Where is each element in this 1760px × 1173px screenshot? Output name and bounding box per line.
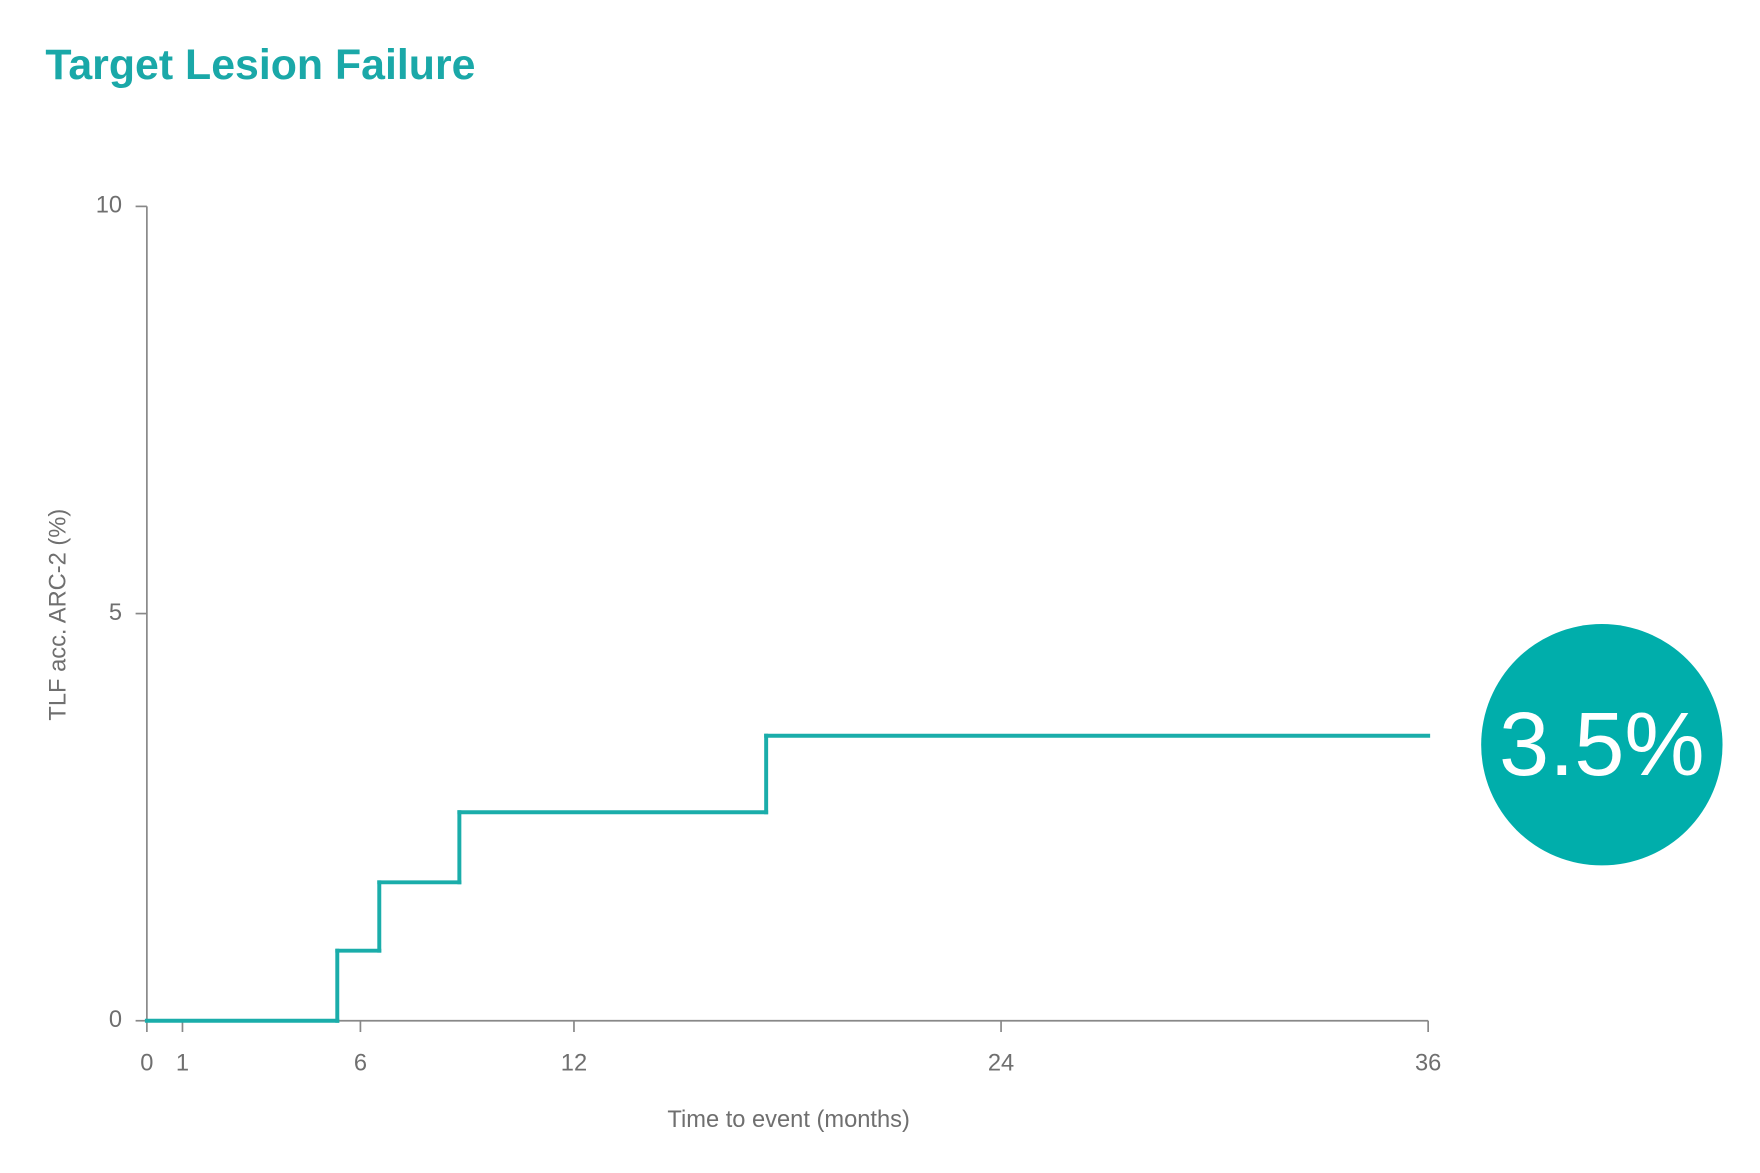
x-tick-label: 12: [561, 1050, 587, 1076]
y-tick-label: 5: [109, 600, 122, 626]
x-tick-label: 24: [988, 1050, 1014, 1076]
x-tick-label: 6: [354, 1050, 367, 1076]
value-bubble: [1481, 624, 1723, 866]
chart-title: Target Lesion Failure: [45, 41, 475, 89]
y-axis-label: TLF acc. ARC-2 (%): [46, 509, 72, 721]
value-bubble-label: 3.5%: [1499, 694, 1705, 795]
x-axis-label: Time to event (months): [667, 1107, 910, 1133]
x-tick-label: 1: [176, 1050, 189, 1076]
x-tick-label: 0: [140, 1050, 153, 1076]
x-tick-label: 36: [1415, 1050, 1441, 1076]
y-tick-label: 10: [96, 193, 122, 219]
y-tick-label: 0: [109, 1007, 122, 1033]
